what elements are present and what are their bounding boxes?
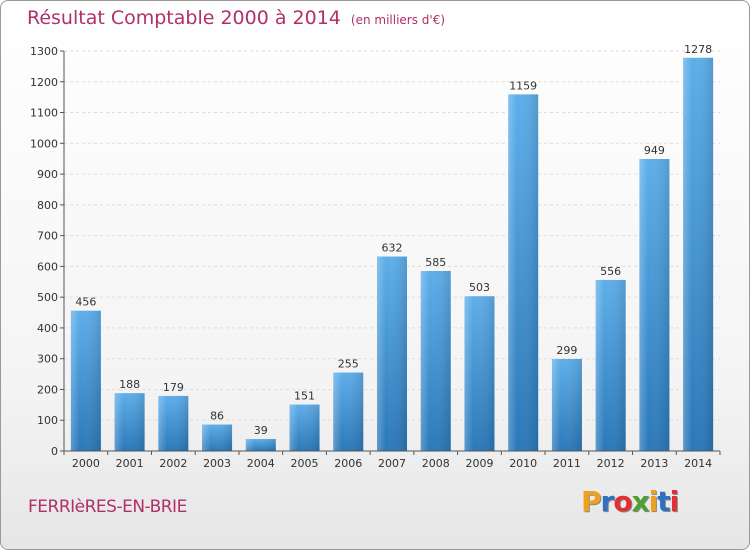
- x-tick-label: 2013: [640, 457, 668, 470]
- bar-shade: [551, 359, 582, 451]
- y-axis-tick-labels: 0 100 200 300 400 500 600 700 800 900 1000 1100 1200…: [30, 45, 64, 458]
- x-tick-label: 2002: [159, 457, 187, 470]
- chart-title: Résultat Comptable 2000 à 2014 (en millie…: [27, 7, 445, 29]
- y-tick-label: 900: [37, 168, 58, 181]
- chart-subtitle: (en milliers d'€): [350, 13, 446, 27]
- x-tick-label: 2012: [597, 457, 625, 470]
- y-tick-label: 1200: [30, 76, 58, 89]
- data-label: 1159: [509, 79, 537, 92]
- bars: [70, 57, 714, 452]
- x-tick-label: 2014: [684, 457, 712, 470]
- logo-letter: t: [657, 485, 670, 518]
- y-tick-label: 1000: [30, 137, 58, 150]
- bar-shade: [70, 310, 101, 451]
- x-tick-label: 2007: [378, 457, 406, 470]
- data-label: 255: [338, 358, 359, 371]
- axes: [63, 51, 720, 452]
- bar-shade: [377, 256, 407, 451]
- data-label: 556: [600, 265, 621, 278]
- x-tick-label: 2001: [116, 457, 144, 470]
- x-tick-label: 2005: [291, 457, 319, 470]
- x-tick-label: 2011: [553, 457, 581, 470]
- y-tick-label: 700: [37, 230, 58, 243]
- x-tick-label: 2004: [247, 457, 275, 470]
- data-labels: 456 188 179 86 39 151 255 632 585 503 1159 299 556 94…: [75, 43, 712, 437]
- data-label: 299: [556, 344, 577, 357]
- logo-letter: o: [613, 485, 632, 518]
- town-name: FERRIèRES-EN-BRIE: [28, 497, 187, 517]
- y-tick-label: 300: [37, 353, 58, 366]
- data-label: 39: [254, 424, 268, 437]
- bar-shade: [464, 296, 495, 451]
- y-tick-label: 800: [37, 199, 58, 212]
- proxiti-logo: Proxiti: [581, 485, 680, 518]
- data-label: 632: [382, 242, 403, 255]
- y-tick-label: 600: [37, 260, 58, 273]
- bar-shade: [245, 439, 276, 451]
- bar-shade: [289, 404, 320, 451]
- logo-letter: i: [648, 485, 659, 518]
- y-tick-label: 400: [37, 322, 58, 335]
- x-tick-label: 2006: [334, 457, 362, 470]
- logo-letter: P: [581, 485, 602, 518]
- bar-shade: [333, 372, 364, 451]
- logo-letter: r: [600, 485, 615, 518]
- data-label: 456: [75, 296, 96, 309]
- data-label: 179: [163, 381, 184, 394]
- x-tick-label: 2010: [509, 457, 537, 470]
- y-tick-label: 1100: [30, 107, 58, 120]
- bar-shade: [683, 57, 714, 452]
- data-label: 151: [294, 390, 315, 403]
- bar-shade: [202, 424, 233, 451]
- y-tick-label: 500: [37, 291, 58, 304]
- x-axis-tick-labels: 2000 2001 2002 2003 2004 2005 2006 2007 2008 2009…: [63, 451, 721, 470]
- data-label: 585: [425, 256, 446, 269]
- bar-shade: [114, 393, 145, 451]
- x-tick-label: 2009: [465, 457, 493, 470]
- bar-shade: [595, 279, 626, 451]
- bar-shade: [158, 395, 189, 451]
- data-label: 86: [210, 410, 224, 423]
- bar-shade: [420, 271, 451, 451]
- y-tick-label: 1300: [30, 45, 58, 58]
- y-tick-label: 100: [37, 414, 58, 427]
- logo-letter: x: [631, 485, 650, 518]
- data-label: 188: [119, 378, 140, 391]
- title-text: Résultat Comptable 2000 à 2014: [27, 7, 341, 29]
- y-tick-label: 200: [37, 383, 58, 396]
- x-tick-label: 2008: [422, 457, 450, 470]
- data-label: 949: [644, 144, 665, 157]
- x-tick-label: 2003: [203, 457, 231, 470]
- data-label: 503: [469, 281, 490, 294]
- logo-letter: i: [669, 485, 680, 518]
- bar-shade: [508, 94, 539, 451]
- bar-shade: [639, 159, 670, 451]
- x-tick-label: 2000: [72, 457, 100, 470]
- y-tick-label: 0: [51, 445, 58, 458]
- data-label: 1278: [684, 43, 712, 56]
